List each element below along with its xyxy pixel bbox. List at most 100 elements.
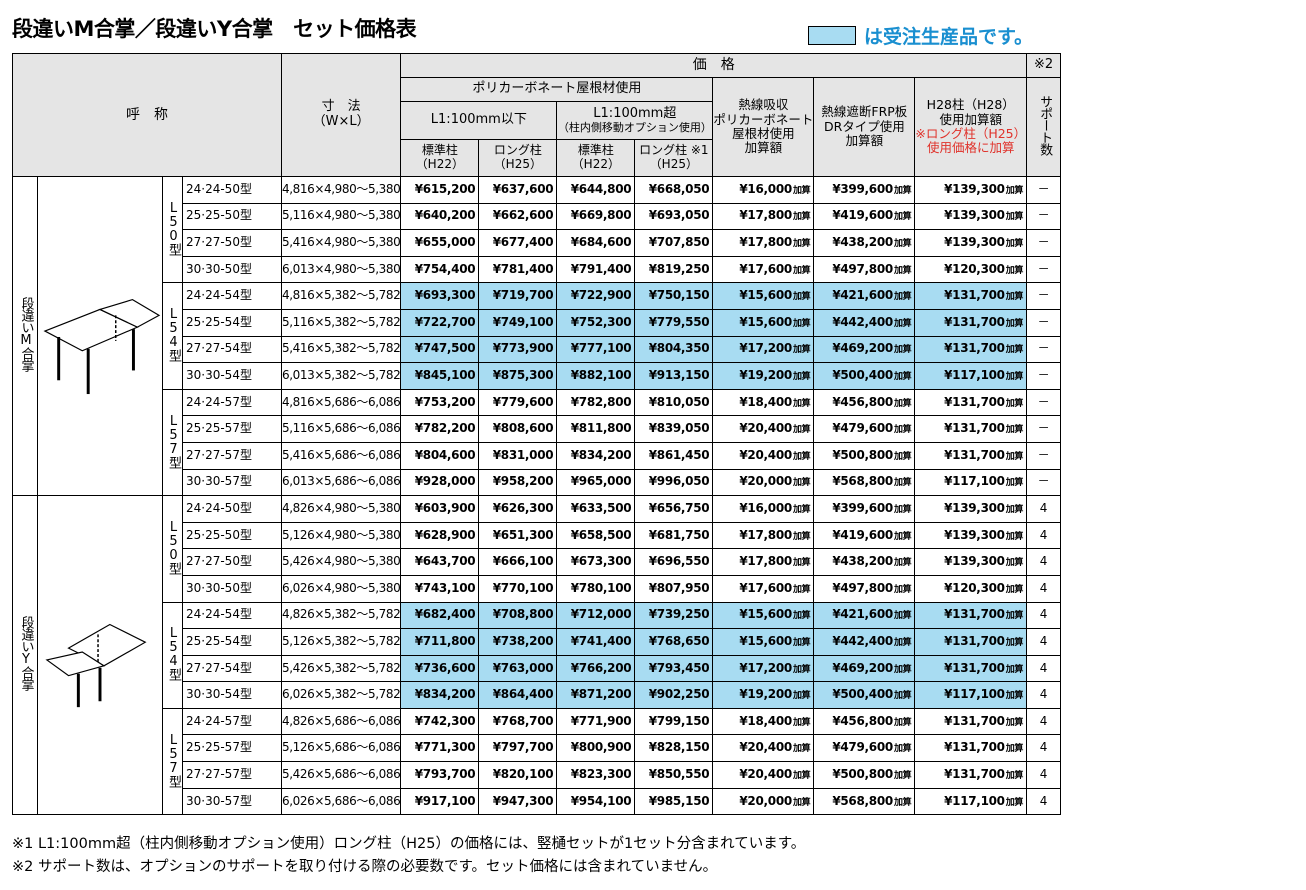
add-label: 加算 [792, 292, 811, 303]
dims-cell: 4,826×4,980～5,380 [280, 495, 402, 523]
price-cell: ¥777,100 [556, 335, 636, 364]
add-price-value: ¥15,600 [739, 314, 792, 329]
price-cell: ¥850,550 [634, 761, 714, 789]
add-price-value: ¥117,100 [944, 368, 1005, 383]
add-price-value: ¥16,000 [739, 181, 792, 196]
add-price-cell: ¥131,700加算 [914, 388, 1028, 417]
add-price-cell: ¥17,800加算 [712, 548, 815, 576]
add-label: 加算 [893, 185, 912, 196]
add-price-value: ¥456,800 [832, 713, 893, 728]
group-illustration [37, 175, 163, 497]
add-label: 加算 [792, 558, 811, 569]
add-price-cell: ¥421,600加算 [813, 282, 916, 310]
add-price-cell: ¥399,600加算 [813, 495, 916, 523]
add-price-value: ¥16,000 [739, 501, 792, 516]
price-cell: ¥712,000 [556, 601, 636, 630]
dims-cell: 6,026×4,980～5,380 [280, 574, 402, 603]
add-label: 加算 [893, 398, 912, 409]
add-price-value: ¥419,600 [832, 208, 893, 223]
add-label: 加算 [1005, 611, 1024, 622]
add-price-cell: ¥419,600加算 [813, 521, 916, 550]
std-col-label: 標準柱 [421, 143, 458, 158]
long-col-sub: （H25） [493, 157, 542, 171]
std-col-sub: （H22） [571, 157, 620, 171]
subgroup-label: L54型 [165, 307, 181, 362]
add-price-value: ¥117,100 [944, 474, 1005, 489]
table-row: 25·25-54型 5,126×5,382～5,782 ¥711,800 ¥738,2… [13, 628, 1062, 656]
add-label: 加算 [893, 425, 912, 436]
add-price-value: ¥131,700 [944, 421, 1005, 436]
add-price-cell: ¥15,600加算 [712, 282, 815, 310]
legend: は受注生産品です。 [808, 22, 1033, 49]
price-cell: ¥693,300 [400, 282, 480, 310]
add-price-cell: ¥131,700加算 [914, 335, 1028, 364]
price-cell: ¥669,800 [556, 202, 636, 231]
add-label: 加算 [1005, 265, 1024, 276]
price-cell: ¥875,300 [478, 362, 558, 390]
add-price-value: ¥117,100 [944, 793, 1005, 808]
m-gassho-illustration [39, 271, 162, 401]
add-price-value: ¥131,700 [944, 713, 1005, 728]
add-price-cell: ¥17,600加算 [712, 574, 815, 603]
price-cell: ¥747,500 [400, 335, 480, 364]
size-cell: 24·24-50型 [182, 495, 282, 523]
dims-cell: 6,013×5,686～6,086 [280, 468, 402, 497]
price-cell: ¥793,700 [400, 761, 480, 789]
size-cell: 25·25-57型 [182, 734, 282, 763]
heat-absorb-line3: 屋根材使用 [732, 126, 795, 141]
price-cell: ¥871,200 [556, 681, 636, 709]
add-price-value: ¥500,400 [832, 368, 893, 383]
l1-over-label: L1:100mm超 [593, 105, 677, 121]
price-cell: ¥799,150 [634, 707, 714, 736]
support-cell: － [1026, 362, 1062, 390]
support-cell: 4 [1026, 574, 1062, 603]
add-price-value: ¥17,800 [739, 554, 792, 569]
long-col-label: ロング柱 [493, 143, 542, 158]
header-polycarb: ポリカーボネート屋根材使用 [400, 77, 714, 102]
add-price-cell: ¥131,700加算 [914, 761, 1028, 789]
table-row: 27·27-57型 5,416×5,686～6,086 ¥804,600 ¥831,0… [13, 441, 1062, 470]
dims-cell: 5,426×5,686～6,086 [280, 761, 402, 789]
add-price-value: ¥17,600 [739, 261, 792, 276]
table-row: 30·30-54型 6,026×5,382～5,782 ¥834,200 ¥864,4… [13, 681, 1062, 709]
add-price-value: ¥17,200 [739, 341, 792, 356]
add-price-value: ¥20,400 [739, 447, 792, 462]
header-h28: H28柱（H28） 使用加算額 ※ロング柱（H25） 使用価格に加算 [914, 77, 1028, 177]
support-cell: － [1026, 468, 1062, 497]
add-price-cell: ¥120,300加算 [914, 574, 1028, 603]
table-row: L54型 24·24-54型 4,826×5,382～5,782 ¥682,400 ¥7… [13, 601, 1062, 709]
add-price-cell: ¥117,100加算 [914, 362, 1028, 390]
price-cell: ¥831,000 [478, 441, 558, 470]
price-cell: ¥711,800 [400, 628, 480, 656]
add-price-cell: ¥15,600加算 [712, 628, 815, 656]
add-price-cell: ¥479,600加算 [813, 734, 916, 763]
price-cell: ¥693,050 [634, 202, 714, 231]
add-price-cell: ¥500,400加算 [813, 681, 916, 709]
size-cell: 24·24-57型 [182, 707, 282, 736]
add-price-value: ¥139,300 [944, 554, 1005, 569]
price-cell: ¥782,200 [400, 415, 480, 443]
support-cell: 4 [1026, 628, 1062, 656]
add-price-cell: ¥421,600加算 [813, 601, 916, 630]
add-price-value: ¥438,200 [832, 235, 893, 250]
size-cell: 25·25-54型 [182, 308, 282, 337]
add-label: 加算 [893, 558, 912, 569]
price-cell: ¥839,050 [634, 415, 714, 443]
header-heat-frp: 熱線遮断FRP板 DRタイプ使用 加算額 [813, 77, 916, 177]
size-cell: 24·24-54型 [182, 601, 282, 630]
price-cell: ¥736,600 [400, 654, 480, 683]
group-name: 段違いY合掌 [18, 616, 34, 691]
price-cell: ¥708,800 [478, 601, 558, 630]
add-price-value: ¥399,600 [832, 501, 893, 516]
add-label: 加算 [792, 212, 811, 223]
header-support-label: サポート数 [1037, 95, 1053, 156]
dims-cell: 4,816×5,382～5,782 [280, 282, 402, 310]
add-label: 加算 [1005, 717, 1024, 728]
subgroup-label-cell: L54型 [162, 601, 183, 709]
add-price-cell: ¥131,700加算 [914, 601, 1028, 630]
add-price-cell: ¥17,200加算 [712, 335, 815, 364]
table-row: 25·25-50型 5,126×4,980～5,380 ¥628,900 ¥651,3… [13, 521, 1062, 550]
add-price-value: ¥131,700 [944, 394, 1005, 409]
header-price: 価 格 [400, 53, 1028, 78]
add-price-cell: ¥139,300加算 [914, 548, 1028, 576]
